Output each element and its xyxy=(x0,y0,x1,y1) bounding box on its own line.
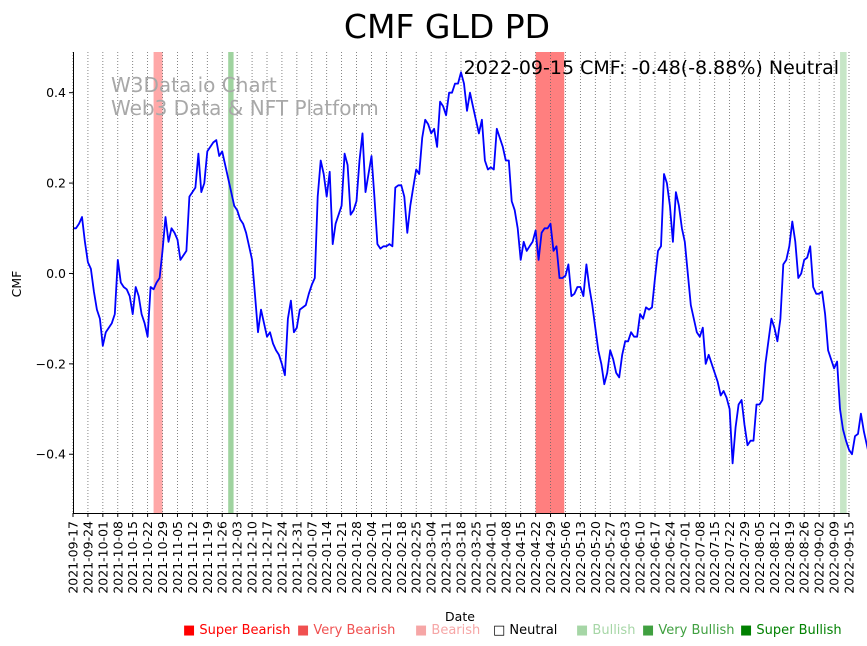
x-tick-label: 2022-03-11 xyxy=(439,521,454,594)
x-tick-label: 2022-09-02 xyxy=(812,521,827,594)
x-tick-label: 2021-09-17 xyxy=(66,521,81,594)
x-tick-label: 2022-08-05 xyxy=(752,521,767,594)
x-tick-label: 2022-06-17 xyxy=(648,521,663,594)
legend-label: Bullish xyxy=(592,623,635,638)
chart-title: CMF GLD PD xyxy=(344,7,550,46)
legend-marker: ■ xyxy=(297,623,313,638)
x-tick-label: 2022-08-12 xyxy=(767,521,782,594)
x-tick-label: 2022-04-29 xyxy=(543,521,558,594)
legend-label: Bearish xyxy=(431,623,480,638)
x-tick-label: 2022-08-19 xyxy=(782,521,797,594)
x-tick-label: 2022-02-18 xyxy=(394,521,409,594)
x-tick-label: 2022-05-27 xyxy=(603,521,618,594)
x-tick-label: 2022-09-15 xyxy=(842,521,857,594)
legend-item-neutral: □ Neutral xyxy=(493,623,557,638)
x-tick-label: 2022-01-21 xyxy=(334,521,349,594)
legend-item-bearish: ■ Bearish xyxy=(415,623,480,638)
signal-bands xyxy=(153,52,847,513)
x-tick-label: 2022-04-22 xyxy=(528,521,543,594)
x-tick-label: 2022-05-06 xyxy=(558,521,573,594)
legend-label: Neutral xyxy=(509,623,557,638)
watermark-line-1: W3Data.io Chart xyxy=(111,73,277,97)
x-tick-label: 2021-11-26 xyxy=(215,521,230,594)
legend-item-bullish: ■ Bullish xyxy=(576,623,635,638)
x-tick-label: 2022-07-22 xyxy=(722,521,737,594)
legend-label: Very Bullish xyxy=(658,623,734,638)
x-tick-label: 2022-06-03 xyxy=(618,521,633,594)
x-tick-label: 2021-10-22 xyxy=(140,521,155,594)
y-axis-ticks: −0.4 −0.2 0.0 0.2 0.4 xyxy=(36,85,73,462)
legend-marker: ■ xyxy=(183,623,199,638)
cmf-series-line xyxy=(73,71,867,465)
legend-label: Very Bearish xyxy=(313,623,395,638)
x-tick-label: 2021-12-31 xyxy=(289,521,304,594)
x-tick-label: 2022-07-15 xyxy=(707,521,722,594)
x-tick-label: 2021-12-17 xyxy=(260,521,275,594)
x-tick-label: 2022-03-25 xyxy=(468,521,483,594)
x-axis-ticks: 2021-09-17 2021-09-24 2021-10-01 2021-10-08… xyxy=(66,513,857,594)
y-tick-label: 0.0 xyxy=(46,266,66,281)
x-tick-label: 2022-01-07 xyxy=(304,521,319,594)
x-tick-label: 2021-12-10 xyxy=(245,521,260,594)
legend-item-super-bullish: ■ Super Bullish xyxy=(740,623,842,638)
x-tick-label: 2022-04-08 xyxy=(498,521,513,594)
x-tick-label: 2022-05-20 xyxy=(588,521,603,594)
x-tick-label: 2021-10-15 xyxy=(125,521,140,594)
x-tick-label: 2021-11-05 xyxy=(170,521,185,594)
x-tick-label: 2021-12-03 xyxy=(230,521,245,594)
watermark-line-2: Web3 Data & NFT Platform xyxy=(111,96,379,120)
y-tick-label: −0.2 xyxy=(36,356,66,371)
legend-marker: □ xyxy=(493,623,509,638)
signal-band-very-bearish xyxy=(535,52,565,513)
signal-band-bullish xyxy=(228,52,234,513)
x-tick-label: 2022-03-04 xyxy=(424,521,439,594)
x-tick-label: 2022-03-18 xyxy=(454,521,469,594)
x-tick-label: 2021-12-24 xyxy=(274,521,289,594)
y-axis-label: CMF xyxy=(9,271,24,298)
signal-band-bullish xyxy=(840,52,847,513)
legend-item-very-bullish: ■ Very Bullish xyxy=(642,623,734,638)
x-tick-label: 2022-06-24 xyxy=(662,521,677,594)
x-tick-label: 2021-11-12 xyxy=(185,521,200,594)
x-tick-label: 2022-07-29 xyxy=(737,521,752,594)
x-tick-label: 2021-10-08 xyxy=(110,521,125,594)
legend-marker: ■ xyxy=(415,623,431,638)
y-tick-label: −0.4 xyxy=(36,447,66,462)
x-tick-label: 2022-06-10 xyxy=(633,521,648,594)
legend-label: Super Bearish xyxy=(199,623,290,638)
x-tick-label: 2022-04-15 xyxy=(513,521,528,594)
x-tick-label: 2022-02-25 xyxy=(409,521,424,594)
x-tick-label: 2022-04-01 xyxy=(483,521,498,594)
y-tick-label: 0.2 xyxy=(46,176,66,191)
x-tick-label: 2022-07-08 xyxy=(692,521,707,594)
signal-legend: ■ Super Bearish ■ Very Bearish ■ Bearish □ … xyxy=(183,623,842,638)
latest-value-annotation: 2022-09-15 CMF: -0.48(-8.88%) Neutral xyxy=(464,57,839,79)
x-tick-label: 2022-01-28 xyxy=(349,521,364,594)
x-tick-label: 2021-11-19 xyxy=(200,521,215,594)
legend-item-super-bearish: ■ Super Bearish xyxy=(183,623,291,638)
x-tick-label: 2022-07-01 xyxy=(677,521,692,594)
legend-marker: ■ xyxy=(740,623,756,638)
x-tick-label: 2021-10-29 xyxy=(155,521,170,594)
signal-band-bearish xyxy=(153,52,163,513)
x-axis-label: Date xyxy=(445,609,475,624)
x-tick-label: 2022-09-09 xyxy=(827,521,842,594)
x-tick-label: 2021-10-01 xyxy=(95,521,110,594)
x-tick-label: 2022-01-14 xyxy=(319,521,334,594)
legend-marker: ■ xyxy=(642,623,658,638)
vertical-grid xyxy=(72,52,850,513)
legend-label: Super Bullish xyxy=(756,623,841,638)
legend-item-very-bearish: ■ Very Bearish xyxy=(297,623,395,638)
x-tick-label: 2022-08-26 xyxy=(797,521,812,594)
x-tick-label: 2022-05-13 xyxy=(573,521,588,594)
x-tick-label: 2022-02-04 xyxy=(364,521,379,594)
x-tick-label: 2021-09-24 xyxy=(80,521,95,594)
y-tick-label: 0.4 xyxy=(46,85,66,100)
x-tick-label: 2022-02-11 xyxy=(379,521,394,594)
legend-marker: ■ xyxy=(576,623,592,638)
